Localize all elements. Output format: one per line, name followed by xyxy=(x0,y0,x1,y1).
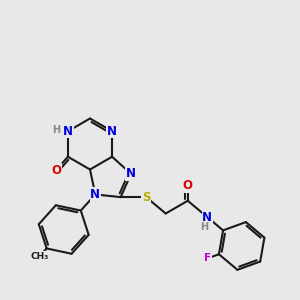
Text: N: N xyxy=(126,167,136,180)
Text: F: F xyxy=(204,253,211,263)
Text: N: N xyxy=(63,125,73,138)
Text: CH₃: CH₃ xyxy=(31,252,49,261)
Text: S: S xyxy=(142,190,150,204)
Text: H: H xyxy=(200,222,208,232)
Text: N: N xyxy=(202,211,212,224)
Text: O: O xyxy=(51,164,61,177)
Text: O: O xyxy=(183,179,193,192)
Text: N: N xyxy=(90,188,100,201)
Text: H: H xyxy=(52,125,61,135)
Text: N: N xyxy=(107,125,117,138)
